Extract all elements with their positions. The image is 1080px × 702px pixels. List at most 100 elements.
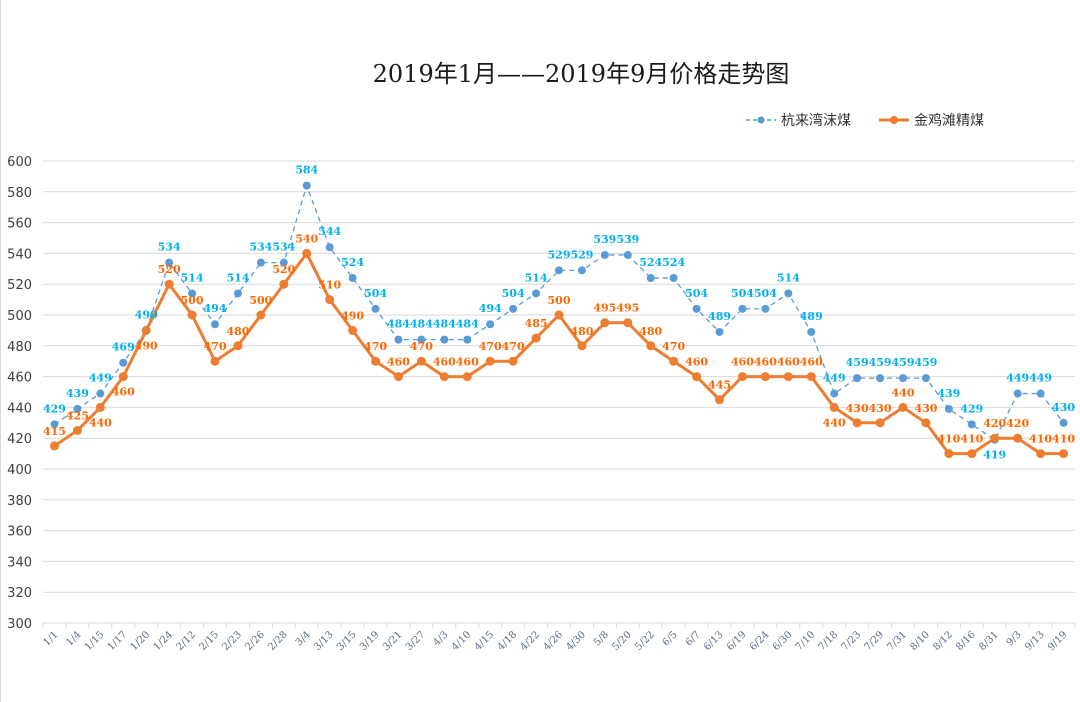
data-point-series-1 — [1013, 389, 1022, 398]
y-tick-label: 300 — [7, 617, 32, 632]
data-label-series-2: 490 — [341, 309, 364, 322]
data-label-series-2: 460 — [112, 386, 135, 399]
data-point-series-1 — [440, 335, 449, 344]
data-point-series-1 — [623, 250, 632, 259]
x-tick-label: 1/4 — [64, 629, 83, 648]
data-label-series-1: 459 — [846, 356, 869, 369]
data-label-series-1: 459 — [892, 356, 915, 369]
data-point-series-2 — [577, 341, 587, 351]
data-point-series-2 — [439, 372, 449, 382]
legend-item-series-1: 杭来湾沫煤 — [746, 110, 851, 130]
data-point-series-1 — [967, 420, 976, 429]
data-point-series-1 — [371, 304, 380, 313]
data-label-series-2: 490 — [135, 339, 158, 352]
data-label-series-1: 489 — [800, 310, 823, 323]
data-label-series-1: 504 — [364, 287, 387, 300]
y-tick-label: 360 — [7, 525, 32, 540]
data-label-series-2: 510 — [318, 279, 341, 292]
data-label-series-2: 445 — [708, 379, 731, 392]
data-label-series-1: 584 — [295, 164, 318, 177]
data-point-series-2 — [554, 310, 564, 320]
data-label-series-2: 460 — [456, 356, 479, 369]
data-label-series-2: 495 — [616, 302, 639, 315]
data-label-series-1: 494 — [479, 302, 502, 315]
y-tick-label: 560 — [7, 217, 32, 232]
x-tick-label: 6/5 — [661, 629, 680, 648]
data-point-series-2 — [990, 433, 1000, 443]
x-tick-label: 2/26 — [243, 629, 267, 653]
legend-marker-series-2 — [879, 116, 909, 124]
data-point-series-1 — [302, 181, 311, 190]
data-point-series-1 — [233, 289, 242, 298]
x-tick-label: 2/15 — [197, 629, 221, 653]
data-point-series-2 — [669, 356, 679, 366]
data-point-series-1 — [577, 266, 586, 275]
data-label-series-2: 485 — [525, 317, 548, 330]
data-label-series-1: 524 — [341, 256, 364, 269]
data-label-series-2: 460 — [800, 356, 823, 369]
data-label-series-2: 440 — [823, 416, 846, 429]
data-point-series-1 — [256, 258, 265, 267]
x-tick-label: 1/15 — [83, 629, 107, 653]
data-point-series-1 — [646, 274, 655, 283]
data-point-series-2 — [623, 318, 633, 328]
y-tick-label: 580 — [7, 186, 32, 201]
x-tick-label: 6/13 — [702, 629, 726, 653]
data-label-series-1: 504 — [685, 287, 708, 300]
data-point-series-1 — [761, 304, 770, 313]
data-label-series-2: 440 — [892, 386, 915, 399]
data-point-series-1 — [50, 420, 59, 429]
data-label-series-1: 449 — [823, 372, 846, 385]
data-label-series-1: 469 — [112, 341, 135, 354]
data-label-series-1: 524 — [639, 256, 662, 269]
data-point-series-2 — [141, 325, 151, 335]
x-tick-label: 9/3 — [1005, 629, 1024, 648]
data-label-series-1: 419 — [983, 449, 1006, 462]
x-tick-label: 2/23 — [220, 629, 244, 653]
series-line-2 — [53, 250, 1064, 456]
data-point-series-1 — [211, 320, 219, 329]
data-label-series-1: 514 — [525, 271, 548, 284]
y-tick-label: 500 — [7, 309, 32, 324]
data-point-series-2 — [187, 310, 197, 320]
data-point-series-1 — [784, 289, 793, 298]
data-label-series-2: 500 — [181, 294, 204, 307]
data-point-series-2 — [210, 356, 220, 366]
data-point-series-2 — [416, 356, 426, 366]
data-label-series-1: 514 — [181, 271, 204, 284]
data-label-series-1: 504 — [502, 287, 525, 300]
data-label-series-2: 425 — [66, 410, 89, 423]
data-point-series-1 — [944, 404, 953, 413]
x-tick-label: 4/26 — [541, 629, 565, 653]
data-point-series-2 — [692, 372, 702, 382]
data-label-series-2: 540 — [295, 232, 318, 245]
data-point-series-2 — [233, 341, 243, 351]
x-tick-label: 7/10 — [794, 629, 818, 653]
data-point-series-2 — [164, 279, 174, 289]
data-point-series-2 — [325, 295, 335, 305]
data-label-series-1: 430 — [1052, 401, 1075, 414]
x-tick-label: 7/23 — [840, 629, 864, 653]
data-label-series-2: 470 — [204, 340, 227, 353]
data-point-series-1 — [509, 304, 518, 313]
x-tick-label: 6/24 — [748, 629, 772, 653]
data-point-series-1 — [830, 389, 839, 398]
data-point-series-1 — [738, 304, 747, 313]
data-point-series-2 — [1059, 449, 1069, 459]
data-point-series-2 — [921, 418, 931, 428]
data-point-series-1 — [921, 374, 930, 383]
data-point-series-2 — [944, 449, 954, 459]
data-label-series-1: 489 — [708, 310, 731, 323]
data-point-series-2 — [737, 372, 747, 382]
data-label-series-2: 470 — [502, 340, 525, 353]
data-point-series-2 — [646, 341, 656, 351]
data-label-series-2: 520 — [272, 263, 295, 276]
x-tick-label: 3/4 — [294, 629, 313, 648]
x-tick-label: 9/19 — [1046, 629, 1070, 653]
data-point-series-1 — [1059, 418, 1068, 427]
x-tick-label: 5/22 — [633, 629, 657, 653]
data-label-series-1: 534 — [249, 241, 272, 254]
data-point-series-2 — [508, 356, 518, 366]
x-tick-label: 8/16 — [954, 629, 978, 653]
data-point-series-1 — [600, 250, 609, 259]
